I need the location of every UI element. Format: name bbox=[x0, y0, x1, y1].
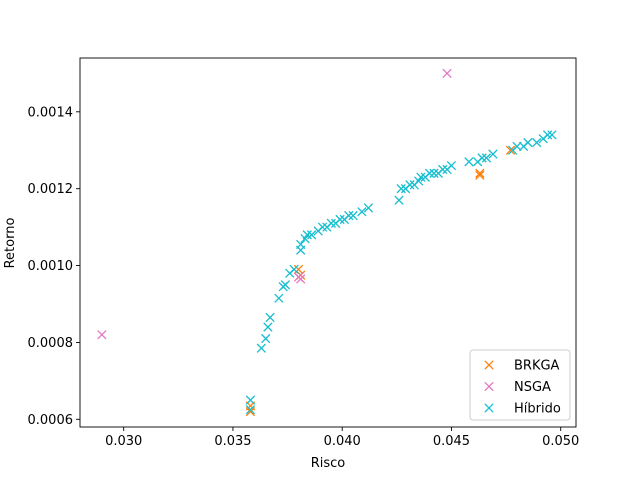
data-point bbox=[396, 184, 406, 194]
legend: BRKGA NSGA Híbrido bbox=[469, 349, 571, 421]
legend-marker bbox=[484, 381, 494, 392]
data-point bbox=[274, 293, 284, 303]
data-point bbox=[488, 149, 498, 159]
y-axis-label: Retorno bbox=[3, 218, 18, 269]
data-point bbox=[464, 157, 474, 167]
x-tick-label: 0.030 bbox=[105, 434, 142, 449]
data-point bbox=[245, 395, 256, 405]
data-point bbox=[512, 141, 522, 152]
y-tick-label: 0.0014 bbox=[28, 105, 74, 120]
legend-label: BRKGA bbox=[514, 359, 560, 374]
data-point bbox=[477, 153, 487, 163]
y-tick-label: 0.0012 bbox=[28, 182, 74, 197]
axes-frame bbox=[79, 57, 577, 428]
data-point bbox=[256, 343, 267, 353]
data-point bbox=[429, 168, 439, 178]
data-point bbox=[442, 68, 452, 79]
data-point bbox=[446, 160, 457, 171]
data-point bbox=[363, 203, 374, 213]
data-point bbox=[405, 180, 415, 190]
data-point bbox=[296, 274, 306, 284]
legend-box bbox=[469, 349, 571, 421]
plot-area bbox=[97, 68, 557, 417]
data-point bbox=[302, 230, 312, 240]
data-point bbox=[280, 280, 291, 290]
data-point bbox=[523, 137, 533, 148]
data-point bbox=[357, 207, 367, 217]
y-axis-ticks: 0.0006 0.0008 0.0010 0.0012 0.0014 bbox=[28, 105, 80, 428]
x-tick-label: 0.040 bbox=[324, 434, 361, 449]
data-point bbox=[438, 164, 448, 175]
legend-marker bbox=[484, 360, 494, 370]
legend-marker bbox=[484, 403, 494, 413]
x-axis-label: Risco bbox=[311, 456, 346, 471]
data-point bbox=[317, 222, 328, 232]
data-point bbox=[542, 130, 553, 140]
data-point bbox=[394, 195, 404, 205]
data-point bbox=[481, 153, 492, 163]
data-point bbox=[263, 322, 273, 332]
data-point bbox=[505, 145, 516, 155]
data-point bbox=[335, 214, 345, 225]
data-point bbox=[475, 170, 485, 180]
x-tick-label: 0.050 bbox=[542, 434, 579, 449]
data-point bbox=[245, 405, 256, 415]
data-point bbox=[532, 137, 542, 148]
data-point bbox=[265, 312, 275, 323]
data-point bbox=[97, 330, 107, 340]
data-point bbox=[293, 264, 304, 275]
data-point bbox=[416, 172, 426, 182]
x-axis-ticks: 0.030 0.035 0.040 0.045 0.050 bbox=[105, 427, 579, 449]
y-tick-label: 0.0006 bbox=[28, 413, 74, 428]
series-1 bbox=[97, 68, 452, 340]
data-point bbox=[306, 230, 317, 240]
y-tick-label: 0.0008 bbox=[28, 336, 74, 351]
legend-label: NSGA bbox=[514, 380, 551, 395]
data-point bbox=[424, 168, 435, 178]
x-tick-label: 0.035 bbox=[214, 434, 251, 449]
data-point bbox=[326, 218, 336, 228]
data-point bbox=[348, 210, 358, 221]
x-tick-label: 0.045 bbox=[433, 434, 470, 449]
data-point bbox=[547, 130, 557, 140]
y-tick-label: 0.0010 bbox=[28, 259, 74, 274]
series-2 bbox=[245, 130, 557, 415]
data-point bbox=[289, 264, 299, 275]
data-point bbox=[296, 239, 306, 250]
legend-label: Híbrido bbox=[514, 402, 561, 417]
data-point bbox=[344, 210, 354, 221]
data-point bbox=[475, 168, 485, 178]
data-point bbox=[261, 333, 271, 344]
axes bbox=[79, 57, 577, 428]
